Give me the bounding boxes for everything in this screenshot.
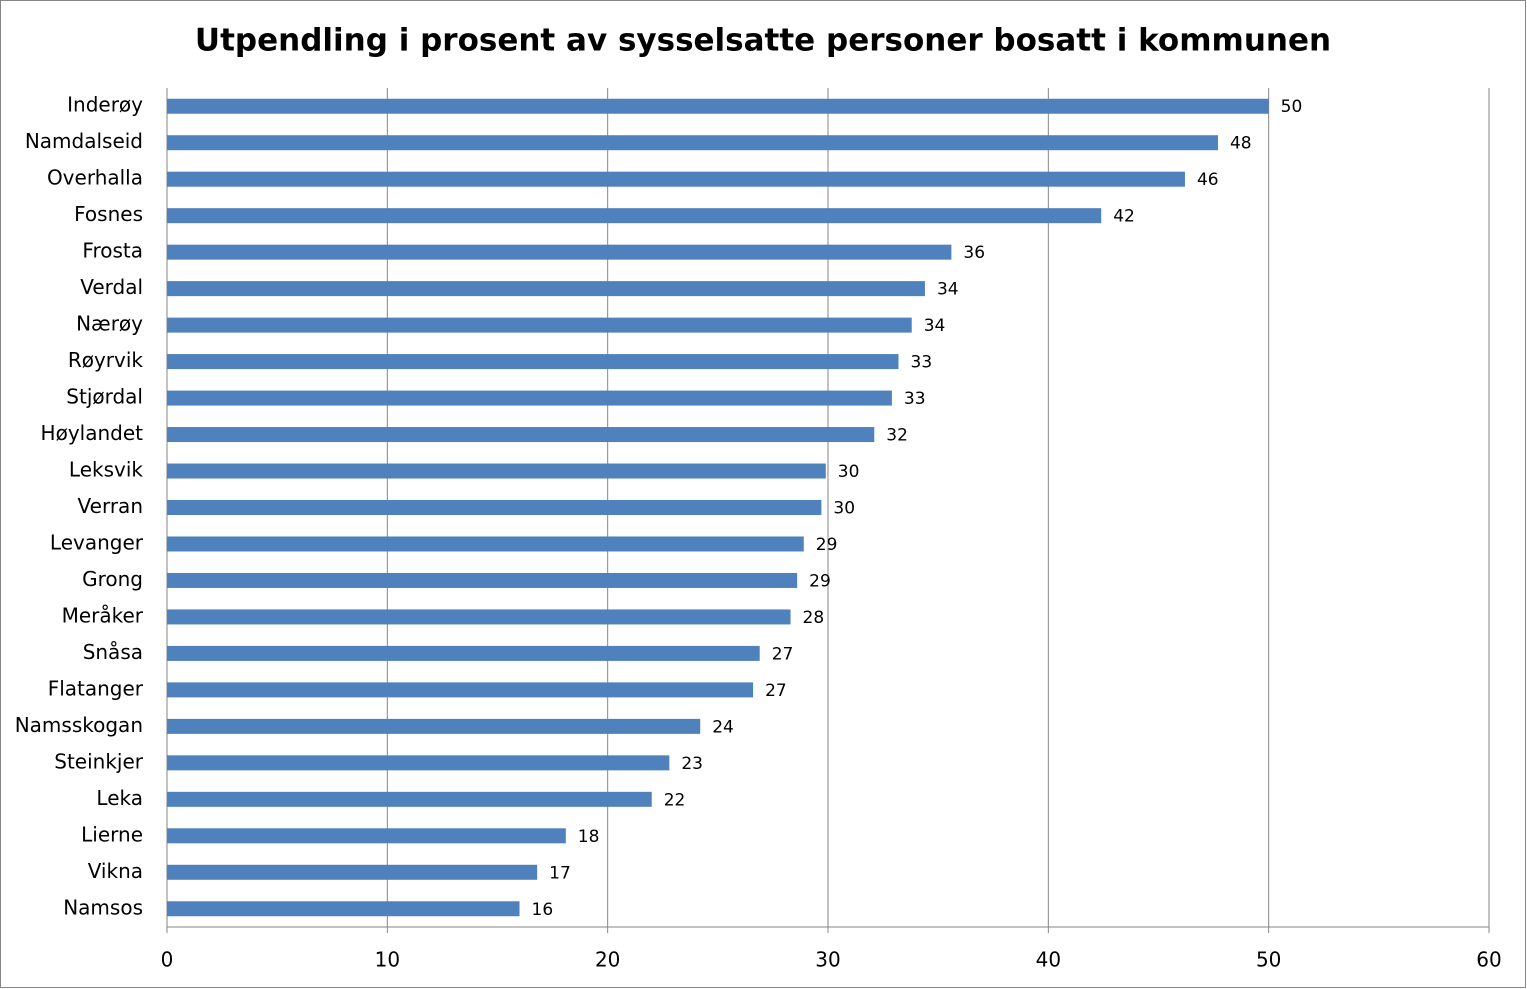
y-tick-label: Fosnes: [74, 202, 143, 226]
x-tick-label: 40: [1036, 948, 1061, 972]
y-tick-label: Inderøy: [67, 93, 143, 117]
bar: [167, 281, 925, 297]
y-tick-label: Verdal: [80, 275, 143, 299]
y-tick-label: Namsskogan: [15, 713, 143, 737]
x-tick-label: 20: [595, 948, 620, 972]
y-tick-label: Leka: [96, 786, 143, 810]
bar: [167, 463, 826, 479]
data-label: 18: [578, 827, 600, 847]
y-tick-label: Levanger: [50, 530, 144, 554]
data-label: 30: [833, 499, 855, 519]
bar: [167, 755, 670, 771]
data-label: 29: [809, 571, 831, 591]
y-tick-label: Stjørdal: [66, 385, 143, 409]
bar: [167, 901, 520, 917]
bar: [167, 609, 791, 625]
data-label: 27: [765, 681, 787, 701]
data-label: 22: [664, 790, 686, 810]
y-tick-label: Meråker: [62, 603, 144, 627]
y-tick-label: Namsos: [63, 895, 143, 919]
data-label: 28: [803, 608, 825, 628]
data-label: 27: [772, 644, 794, 664]
y-tick-label: Snåsa: [83, 640, 143, 664]
data-label: 33: [911, 353, 933, 373]
bar: [167, 354, 899, 370]
x-tick-label: 50: [1256, 948, 1281, 972]
bar: [167, 500, 822, 515]
data-label: 36: [963, 243, 985, 263]
bar: [167, 828, 566, 844]
y-tick-label: Flatanger: [48, 676, 144, 700]
y-tick-label: Lierne: [81, 822, 143, 846]
data-label: 17: [549, 863, 571, 883]
x-tick-label: 60: [1476, 948, 1501, 972]
chart-title: Utpendling i prosent av sysselsatte pers…: [195, 23, 1331, 59]
y-tick-label: Høylandet: [41, 421, 144, 445]
x-tick-label: 30: [815, 948, 840, 972]
bar: [167, 645, 760, 661]
y-tick-label: Frosta: [82, 239, 143, 263]
bar: [167, 171, 1185, 187]
y-tick-label: Nærøy: [76, 312, 143, 336]
bar: [167, 682, 754, 698]
data-label: 48: [1230, 134, 1252, 154]
bar: [167, 98, 1269, 114]
data-label: 24: [712, 717, 734, 737]
y-tick-label: Steinkjer: [54, 749, 144, 773]
bar: [167, 317, 912, 333]
y-tick-label: Vikna: [88, 859, 143, 883]
bar: [167, 390, 892, 406]
data-label: 23: [681, 754, 703, 774]
y-tick-label: Verran: [78, 494, 143, 518]
x-tick-label: 0: [161, 948, 174, 972]
y-tick-label: Namdalseid: [25, 129, 143, 153]
data-label: 29: [816, 535, 838, 555]
y-tick-label: Overhalla: [47, 166, 143, 190]
bar: [167, 864, 538, 880]
data-label: 46: [1197, 170, 1219, 190]
bar: [167, 427, 875, 443]
y-tick-label: Leksvik: [69, 458, 143, 482]
data-label: 33: [904, 389, 926, 409]
bar: [167, 572, 798, 588]
bar: [167, 244, 952, 260]
bar: [167, 791, 652, 807]
data-label: 16: [532, 900, 554, 920]
bar: [167, 718, 701, 734]
y-tick-label: Grong: [82, 567, 143, 591]
bar: [167, 208, 1102, 224]
data-label: 34: [924, 316, 946, 336]
bar: [167, 135, 1218, 151]
data-label: 42: [1113, 207, 1135, 227]
data-label: 50: [1281, 97, 1303, 117]
data-label: 32: [886, 426, 908, 446]
data-label: 30: [838, 462, 860, 482]
x-tick-label: 10: [375, 948, 400, 972]
data-label: 34: [937, 280, 959, 300]
bar: [167, 536, 804, 552]
y-tick-label: Røyrvik: [68, 348, 144, 372]
